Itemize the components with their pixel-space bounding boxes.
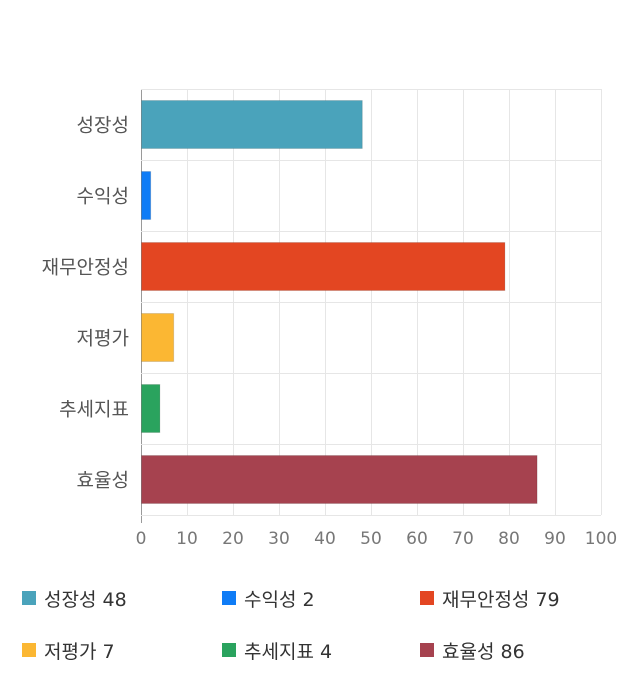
bar-4 xyxy=(141,384,161,433)
legend-item-efficiency[interactable]: 효율성 86 xyxy=(420,635,525,665)
bar-1 xyxy=(141,171,152,220)
category-label: 성장성 xyxy=(77,115,129,137)
x-tick-label: 80 xyxy=(498,529,520,549)
x-tick-label: 100 xyxy=(585,529,617,549)
legend-swatch xyxy=(22,591,36,605)
x-tick-labels: 0 10 20 30 40 50 60 70 80 90 100 xyxy=(136,529,618,549)
legend-swatch xyxy=(420,643,434,657)
x-tick-label: 10 xyxy=(176,529,198,549)
bar-3 xyxy=(141,313,175,362)
legend-item-trend[interactable]: 추세지표 4 xyxy=(222,635,332,665)
legend-item-profitability[interactable]: 수익성 2 xyxy=(222,583,315,613)
category-label: 재무안정성 xyxy=(42,257,129,279)
legend: 성장성 48 수익성 2 재무안정성 79 저평가 7 추세지표 4 효율성 8… xyxy=(0,575,640,685)
x-tick-label: 90 xyxy=(544,529,566,549)
bar-5 xyxy=(141,455,538,504)
legend-swatch xyxy=(222,591,236,605)
category-label: 효율성 xyxy=(77,470,129,492)
legend-swatch xyxy=(420,591,434,605)
x-tick-label: 70 xyxy=(452,529,474,549)
legend-label: 저평가 7 xyxy=(44,640,115,663)
legend-item-undervaluation[interactable]: 저평가 7 xyxy=(22,635,115,665)
x-tick-label: 50 xyxy=(360,529,382,549)
bars xyxy=(141,100,538,504)
category-label: 저평가 xyxy=(77,328,129,350)
x-tick-label: 0 xyxy=(136,529,147,549)
x-tick-label: 60 xyxy=(406,529,428,549)
grid-lines xyxy=(141,89,602,523)
x-tick-label: 20 xyxy=(222,529,244,549)
category-label: 수익성 xyxy=(77,186,129,208)
legend-label: 효율성 86 xyxy=(442,640,525,663)
legend-swatch xyxy=(22,643,36,657)
legend-swatch xyxy=(222,643,236,657)
legend-item-growth[interactable]: 성장성 48 xyxy=(22,583,127,613)
x-tick-label: 30 xyxy=(268,529,290,549)
bar-0 xyxy=(141,100,363,149)
legend-label: 성장성 48 xyxy=(44,588,127,611)
bar-2 xyxy=(141,242,506,291)
legend-label: 재무안정성 79 xyxy=(442,588,560,611)
x-tick-label: 40 xyxy=(314,529,336,549)
legend-item-stability[interactable]: 재무안정성 79 xyxy=(420,583,560,613)
category-label: 추세지표 xyxy=(59,399,129,421)
legend-label: 추세지표 4 xyxy=(244,640,333,663)
legend-label: 수익성 2 xyxy=(244,588,315,611)
